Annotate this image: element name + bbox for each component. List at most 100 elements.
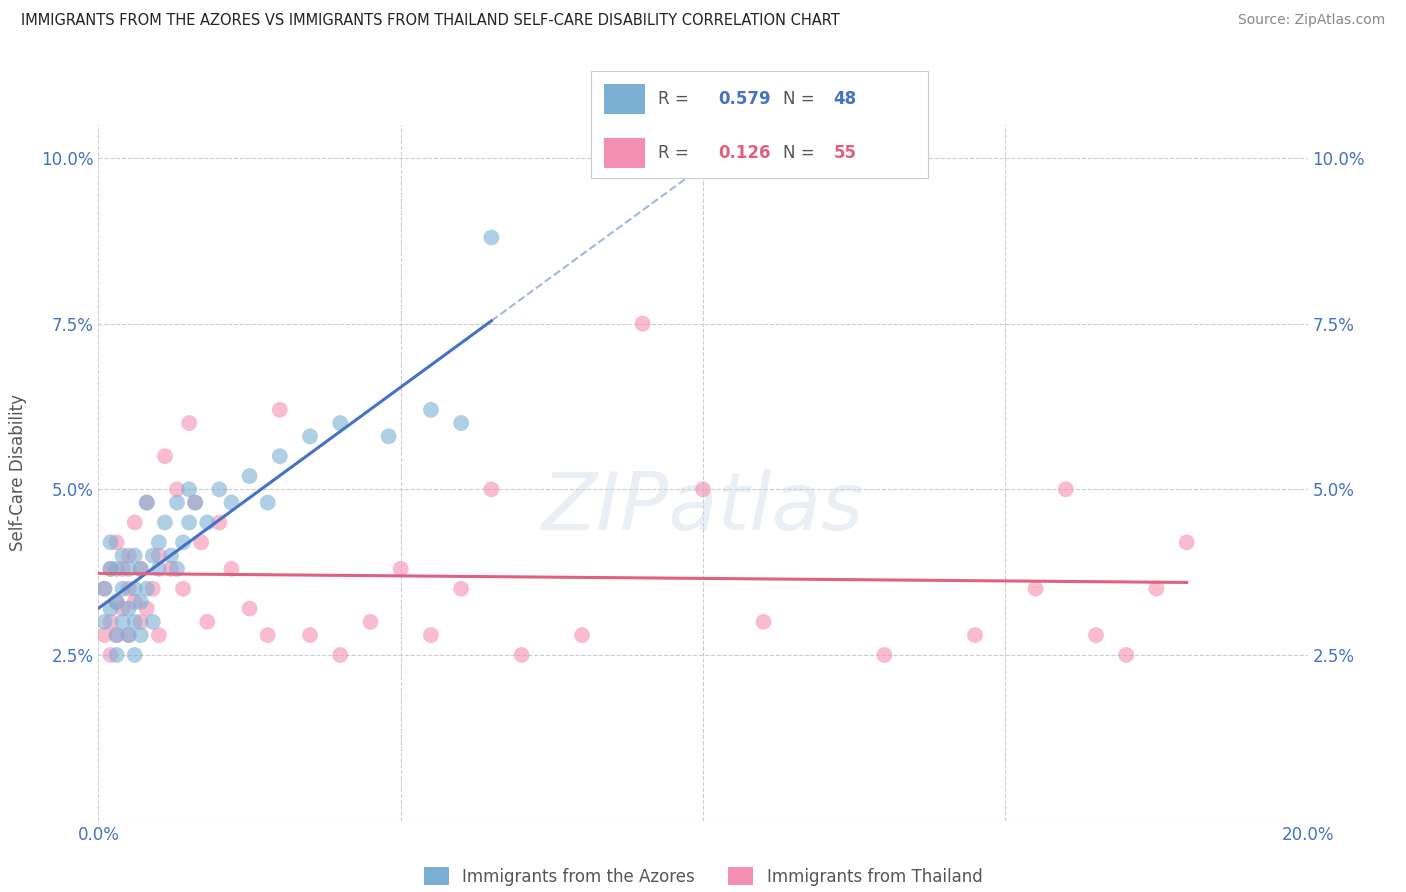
Point <box>105 535 128 549</box>
Text: N =: N = <box>783 144 820 161</box>
Point <box>481 230 503 244</box>
Point <box>510 648 533 662</box>
Point <box>93 628 115 642</box>
Point <box>160 549 183 563</box>
Point <box>124 615 146 629</box>
Point <box>195 516 218 530</box>
Point <box>148 562 170 576</box>
Point <box>195 615 218 629</box>
Point <box>1054 483 1077 497</box>
Point <box>118 562 141 576</box>
Point <box>299 628 322 642</box>
Point <box>124 648 146 662</box>
Point <box>631 317 654 331</box>
Point <box>269 402 291 417</box>
Text: Source: ZipAtlas.com: Source: ZipAtlas.com <box>1237 13 1385 28</box>
Text: 0.126: 0.126 <box>718 144 772 161</box>
Point <box>420 402 443 417</box>
Point <box>752 615 775 629</box>
Point <box>1175 535 1198 549</box>
Point <box>129 595 152 609</box>
Point <box>269 449 291 463</box>
Point <box>153 516 176 530</box>
Point <box>142 615 165 629</box>
Point <box>105 595 128 609</box>
Point <box>105 648 128 662</box>
Point <box>256 628 278 642</box>
Point <box>481 483 503 497</box>
Point <box>111 582 134 596</box>
Point <box>329 648 352 662</box>
Point <box>118 628 141 642</box>
Point <box>93 615 115 629</box>
Point <box>160 562 183 576</box>
Point <box>135 601 157 615</box>
Point <box>105 628 128 642</box>
Point <box>124 549 146 563</box>
Point <box>93 582 115 596</box>
Point <box>118 549 141 563</box>
Point <box>100 601 122 615</box>
Point <box>179 516 201 530</box>
Point <box>221 562 243 576</box>
Point <box>184 495 207 509</box>
Point <box>111 549 134 563</box>
Point <box>105 628 128 642</box>
Y-axis label: Self-Care Disability: Self-Care Disability <box>10 394 27 551</box>
Point <box>124 516 146 530</box>
Point <box>100 615 122 629</box>
Point <box>124 582 146 596</box>
FancyBboxPatch shape <box>605 84 644 114</box>
Point <box>118 601 141 615</box>
Point <box>873 648 896 662</box>
Point <box>105 595 128 609</box>
Point <box>221 495 243 509</box>
Point <box>166 495 188 509</box>
Point <box>172 535 194 549</box>
Point <box>239 469 262 483</box>
Point <box>100 562 122 576</box>
Point <box>100 562 122 576</box>
Text: IMMIGRANTS FROM THE AZORES VS IMMIGRANTS FROM THAILAND SELF-CARE DISABILITY CORR: IMMIGRANTS FROM THE AZORES VS IMMIGRANTS… <box>21 13 839 29</box>
Point <box>135 582 157 596</box>
Point <box>450 582 472 596</box>
Legend: Immigrants from the Azores, Immigrants from Thailand: Immigrants from the Azores, Immigrants f… <box>418 861 988 892</box>
Point <box>256 495 278 509</box>
Text: N =: N = <box>783 90 820 108</box>
Point <box>166 562 188 576</box>
Point <box>93 582 115 596</box>
Point <box>148 628 170 642</box>
Text: 55: 55 <box>834 144 856 161</box>
Point <box>111 601 134 615</box>
Text: ZIPatlas: ZIPatlas <box>541 468 865 547</box>
Point <box>190 535 212 549</box>
Point <box>135 495 157 509</box>
Point <box>571 628 593 642</box>
Point <box>450 416 472 430</box>
Point <box>965 628 987 642</box>
Point <box>208 483 231 497</box>
Point <box>179 416 201 430</box>
Point <box>129 628 152 642</box>
Text: 0.579: 0.579 <box>718 90 772 108</box>
Point <box>172 582 194 596</box>
Point <box>129 615 152 629</box>
Point <box>420 628 443 642</box>
Point <box>105 562 128 576</box>
Point <box>1085 628 1108 642</box>
Point <box>142 582 165 596</box>
Text: 48: 48 <box>834 90 856 108</box>
Point <box>118 582 141 596</box>
Point <box>129 562 152 576</box>
Text: R =: R = <box>658 90 695 108</box>
Point <box>135 495 157 509</box>
Point <box>148 535 170 549</box>
Point <box>239 601 262 615</box>
Point <box>184 495 207 509</box>
Point <box>692 483 714 497</box>
Text: R =: R = <box>658 144 695 161</box>
Point <box>1144 582 1167 596</box>
Point <box>329 416 352 430</box>
Point <box>166 483 188 497</box>
Point <box>148 549 170 563</box>
